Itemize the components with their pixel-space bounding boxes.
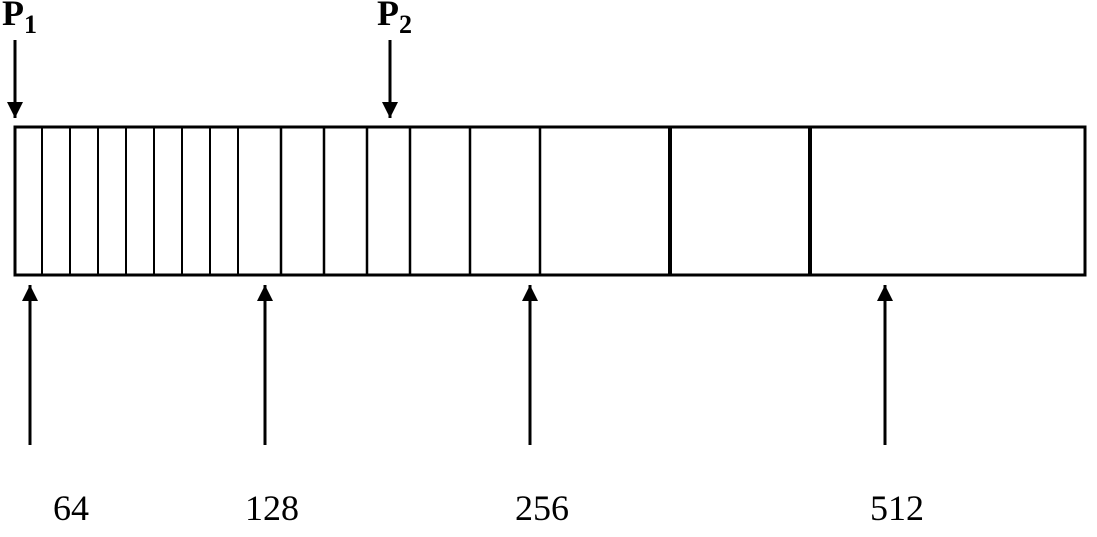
memory-layout-diagram: P1 P2 64 128 256 512 xyxy=(0,0,1097,537)
memory-box xyxy=(15,127,1085,275)
scale-label-b512: 512 xyxy=(870,488,924,528)
scale-label-b256: 256 xyxy=(515,488,569,528)
scale-label-b128: 128 xyxy=(245,488,299,528)
scale-label-b64: 64 xyxy=(53,488,89,528)
pointer-label-p1: P1 xyxy=(2,0,37,39)
pointer-label-p2: P2 xyxy=(377,0,412,39)
